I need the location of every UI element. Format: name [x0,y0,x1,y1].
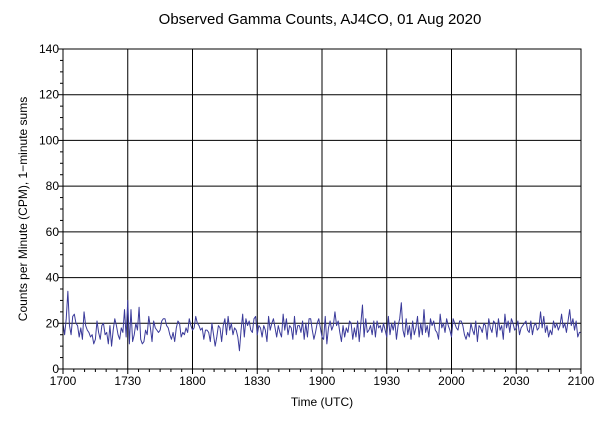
x-tick-label: 1930 [373,374,400,388]
x-tick-label: 1800 [179,374,206,388]
x-axis-ticks: 1700 1730 1800 1830 1900 1930 2000 2030 2100 [50,369,595,388]
y-tick-label: 100 [39,133,59,147]
x-tick-label: 2100 [568,374,595,388]
series-line [62,290,581,352]
y-tick-label: 40 [46,271,60,285]
y-tick-label: 20 [46,316,60,330]
x-tick-label: 2000 [438,374,465,388]
grid-lines [63,49,581,369]
x-tick-label: 1900 [309,374,336,388]
x-tick-label: 1700 [50,374,77,388]
y-tick-label: 80 [46,179,60,193]
x-tick-label: 1730 [114,374,141,388]
y-tick-label: 0 [52,362,59,376]
plot-series [62,290,581,352]
chart-title: Observed Gamma Counts, AJ4CO, 01 Aug 202… [159,11,482,28]
x-axis-label: Time (UTC) [291,395,353,409]
x-tick-label: 2030 [503,374,530,388]
y-tick-label: 60 [46,225,60,239]
y-axis-ticks: 0 20 40 60 80 100 120 140 [39,42,63,376]
y-axis-label: Counts per Minute (CPM), 1−minute sums [16,97,30,321]
y-tick-label: 140 [39,42,59,56]
x-tick-label: 1830 [244,374,271,388]
y-tick-label: 120 [39,88,59,102]
